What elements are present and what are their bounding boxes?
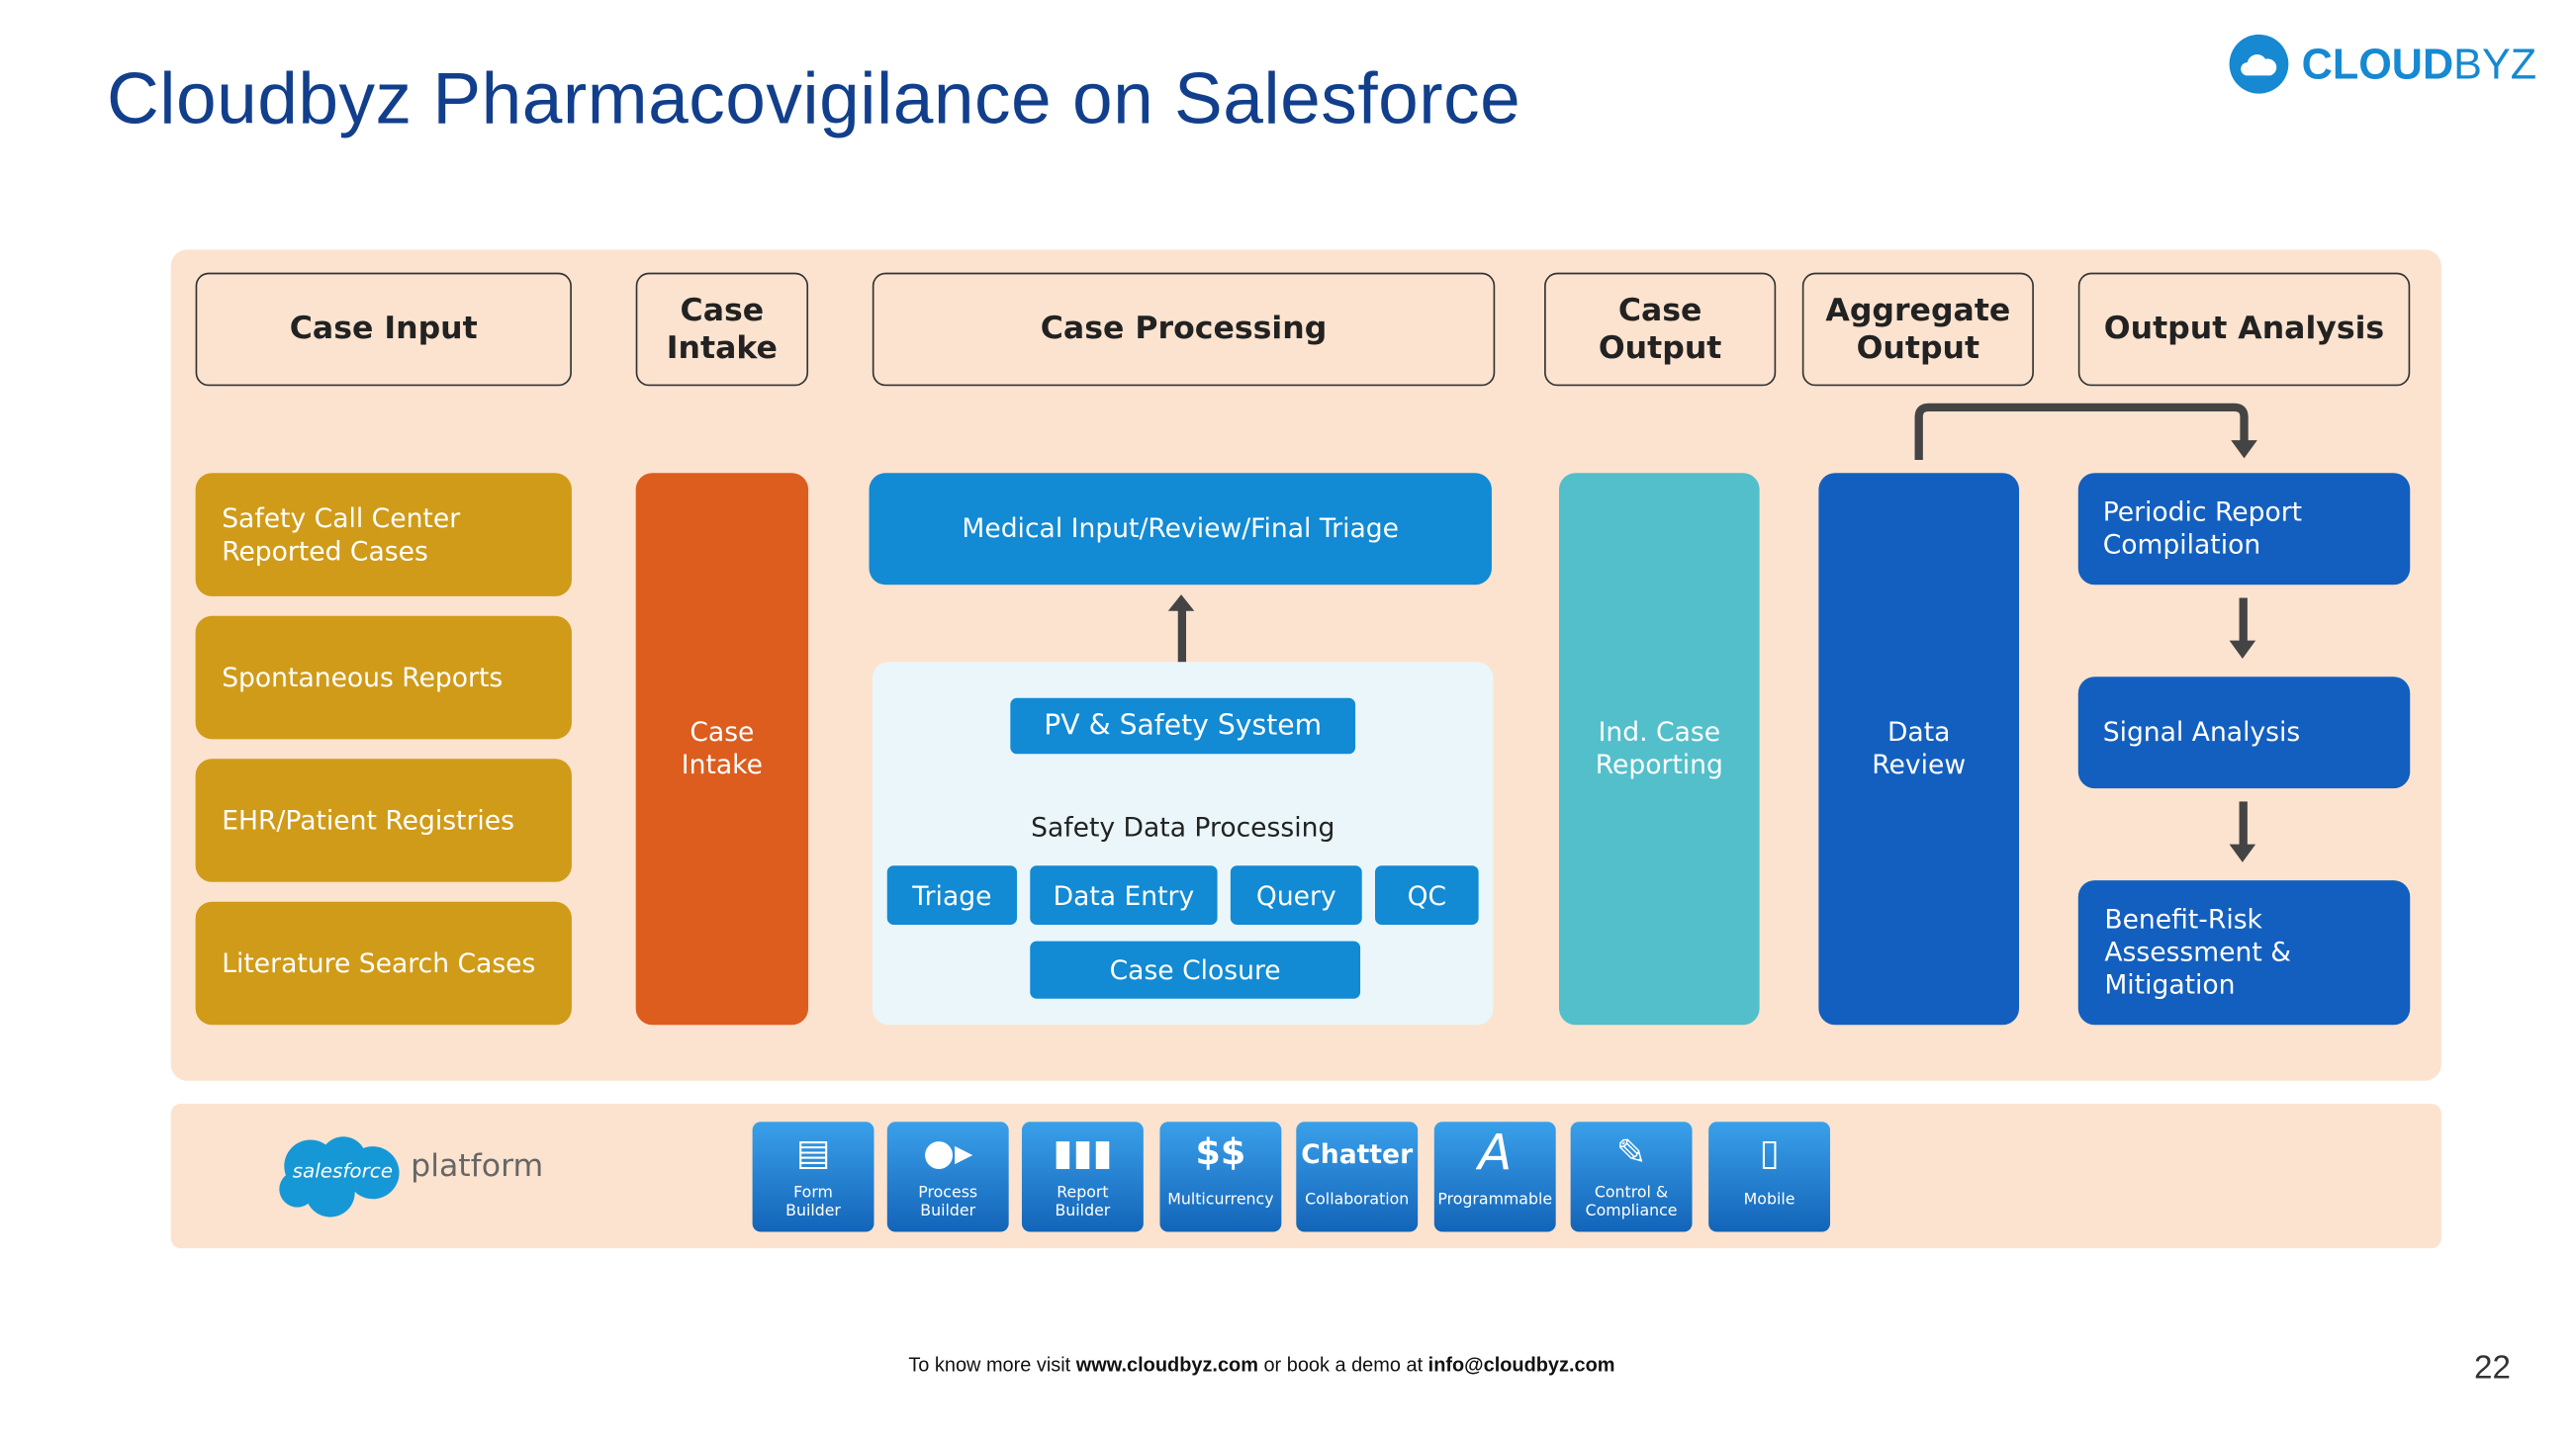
step-qc: QC bbox=[1375, 865, 1479, 925]
website-link[interactable]: www.cloudbyz.com bbox=[1075, 1353, 1258, 1377]
signal-analysis-box: Signal Analysis bbox=[2077, 676, 2411, 789]
header-case-processing: Case Processing bbox=[872, 272, 1496, 387]
footer-text: To know more visit www.cloudbyz.com or b… bbox=[0, 1353, 2524, 1376]
salesforce-text: salesforce bbox=[292, 1159, 394, 1183]
step-triage: Triage bbox=[886, 865, 1017, 925]
input-safety-call-center: Safety Call Center Reported Cases bbox=[195, 473, 572, 596]
input-ehr-registries: EHR/Patient Registries bbox=[195, 759, 572, 882]
tile-report-builder: ▮▮▮ Report Builder bbox=[1021, 1122, 1144, 1232]
tile-chatter: Chatter Collaboration bbox=[1296, 1122, 1419, 1232]
arrow-down-icon bbox=[2239, 801, 2248, 848]
header-case-output: Case Output bbox=[1544, 272, 1777, 387]
input-literature-search: Literature Search Cases bbox=[195, 901, 572, 1026]
coins-icon: $$ bbox=[1195, 1132, 1246, 1174]
document-pen-icon: ✎ bbox=[1615, 1132, 1647, 1174]
tile-label: Form Builder bbox=[785, 1184, 841, 1220]
periodic-report-box: Periodic Report Compilation bbox=[2077, 473, 2411, 586]
page-number: 22 bbox=[2474, 1350, 2511, 1387]
tile-label: Programmable bbox=[1437, 1191, 1553, 1210]
page-title: Cloudbyz Pharmacovigilance on Salesforce bbox=[106, 58, 1521, 140]
tile-label: Collaboration bbox=[1305, 1191, 1410, 1210]
email-link[interactable]: info@cloudbyz.com bbox=[1427, 1353, 1615, 1377]
case-intake-box: Case Intake bbox=[635, 473, 809, 1026]
arrow-head bbox=[2229, 844, 2256, 862]
double-arrow-icon bbox=[1177, 607, 1187, 671]
tile-multicurrency: $$ Multicurrency bbox=[1159, 1122, 1282, 1232]
process-icon: ●▸ bbox=[923, 1132, 973, 1174]
tile-control-compliance: ✎ Control & Compliance bbox=[1570, 1122, 1693, 1232]
logo-text-bold: CLOUD bbox=[2301, 39, 2454, 88]
branch-arrow-icon bbox=[1914, 403, 2257, 460]
tile-label: Process Builder bbox=[918, 1184, 978, 1220]
case-closure: Case Closure bbox=[1030, 941, 1361, 999]
bar-chart-icon: ▮▮▮ bbox=[1053, 1132, 1113, 1174]
logo-text-light: BYZ bbox=[2453, 39, 2537, 88]
platform-label: platform bbox=[411, 1147, 544, 1185]
tile-mobile: ▯ Mobile bbox=[1708, 1122, 1831, 1232]
tile-label: Report Builder bbox=[1055, 1184, 1111, 1220]
form-icon: ▤ bbox=[795, 1132, 831, 1174]
tile-form-builder: ▤ Form Builder bbox=[752, 1122, 874, 1232]
header-aggregate-output: Aggregate Output bbox=[1801, 272, 2034, 387]
safety-data-processing-label: Safety Data Processing bbox=[1031, 811, 1335, 843]
medical-triage-box: Medical Input/Review/Final Triage bbox=[869, 473, 1492, 586]
chatter-icon: Chatter bbox=[1301, 1137, 1414, 1169]
ind-case-reporting-box: Ind. Case Reporting bbox=[1559, 473, 1760, 1026]
arrow-head bbox=[2229, 640, 2256, 659]
tablet-icon: ▯ bbox=[1759, 1132, 1780, 1174]
pv-safety-system: PV & Safety System bbox=[1010, 697, 1356, 755]
tile-label: Control & Compliance bbox=[1585, 1184, 1678, 1220]
arrow-up-head bbox=[1167, 594, 1195, 611]
letter-a-icon: A bbox=[1478, 1124, 1513, 1182]
cloud-icon bbox=[2229, 34, 2289, 94]
tile-programmable: A Programmable bbox=[1433, 1122, 1556, 1232]
tile-label: Mobile bbox=[1743, 1191, 1795, 1210]
data-review-box: Data Review bbox=[1818, 473, 2020, 1026]
footer-pre: To know more visit bbox=[908, 1353, 1076, 1377]
arrow-down-icon bbox=[2239, 597, 2248, 644]
benefit-risk-box: Benefit-Risk Assessment & Mitigation bbox=[2077, 880, 2411, 1026]
footer-mid: or book a demo at bbox=[1257, 1353, 1428, 1377]
input-spontaneous-reports: Spontaneous Reports bbox=[195, 615, 572, 740]
cloudbyz-logo: CLOUDBYZ bbox=[2229, 34, 2537, 94]
header-output-analysis: Output Analysis bbox=[2077, 272, 2411, 387]
header-case-input: Case Input bbox=[195, 272, 572, 387]
step-query: Query bbox=[1230, 865, 1362, 925]
step-data-entry: Data Entry bbox=[1030, 865, 1218, 925]
tile-process-builder: ●▸ Process Builder bbox=[886, 1122, 1009, 1232]
tile-label: Multicurrency bbox=[1167, 1191, 1274, 1210]
salesforce-logo: salesforce bbox=[274, 1130, 406, 1217]
header-case-intake: Case Intake bbox=[635, 272, 809, 387]
